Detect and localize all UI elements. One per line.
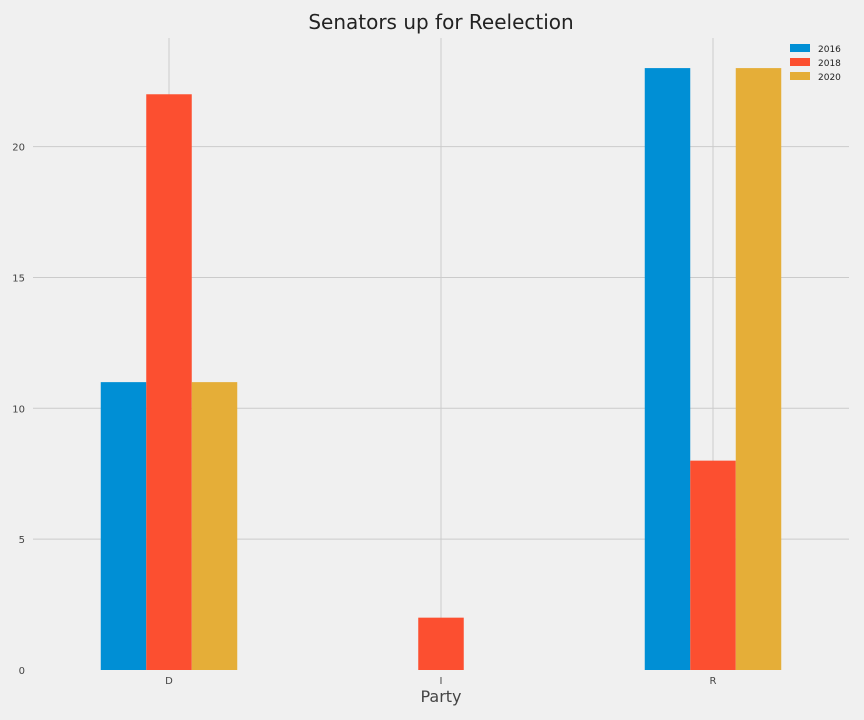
- bar-2018-I: [418, 617, 464, 670]
- y-tick-label: 10: [12, 404, 25, 415]
- bar-2016-D: [100, 382, 147, 670]
- bar-2018-D: [146, 94, 192, 670]
- x-tick-label: R: [710, 676, 717, 687]
- y-tick-label: 0: [19, 666, 25, 677]
- y-tick-label: 20: [12, 143, 25, 154]
- chart-title: Senators up for Reelection: [308, 10, 573, 34]
- legend-swatch-2018: [790, 58, 810, 66]
- bar-2020-D: [191, 382, 238, 670]
- x-axis-label: Party: [420, 687, 461, 706]
- legend: 2016 2018 2020: [790, 44, 841, 83]
- bar-2018-R: [690, 460, 736, 670]
- legend-swatch-2016: [790, 44, 810, 52]
- bar-2020-R: [735, 68, 782, 671]
- legend-label: 2016: [818, 45, 841, 55]
- bar-2016-R: [644, 68, 691, 671]
- legend-swatch-2020: [790, 72, 810, 80]
- y-tick-label: 5: [19, 535, 25, 546]
- legend-label: 2020: [818, 73, 841, 83]
- legend-label: 2018: [818, 59, 841, 69]
- x-tick-label: I: [440, 676, 443, 687]
- y-axis-ticks: 0 5 10 15 20: [12, 143, 25, 677]
- y-tick-label: 15: [12, 273, 25, 284]
- bars: [100, 68, 782, 671]
- x-tick-label: D: [165, 676, 173, 687]
